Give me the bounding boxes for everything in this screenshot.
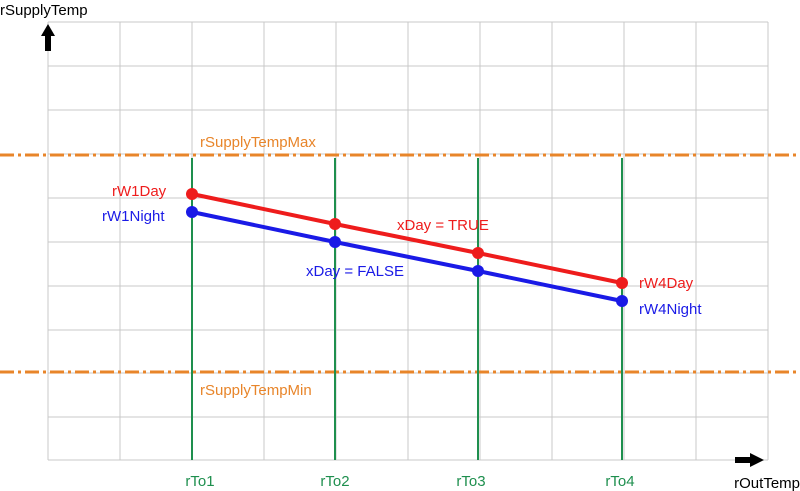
- grid: [47, 21, 769, 461]
- tick-label-rto2: rTo2: [320, 473, 349, 490]
- out-temp-verticals: [191, 158, 623, 460]
- day-start-label: rW1Day: [112, 183, 167, 200]
- day-curve-points: [186, 188, 628, 289]
- x-axis-arrow-icon: [735, 453, 764, 467]
- supply-temp-min-label: rSupplyTempMin: [200, 382, 312, 399]
- night-point-3: [472, 265, 484, 277]
- night-condition-label: xDay = FALSE: [306, 263, 404, 280]
- y-axis-arrow-icon: [41, 24, 55, 51]
- day-point-1: [186, 188, 198, 200]
- day-point-4: [616, 277, 628, 289]
- night-point-1: [186, 206, 198, 218]
- night-end-label: rW4Night: [639, 301, 702, 318]
- x-axis-label: rOutTemp: [734, 475, 800, 491]
- day-end-label: rW4Day: [639, 275, 694, 292]
- night-curve-points: [186, 206, 628, 307]
- day-point-3: [472, 247, 484, 259]
- day-condition-label: xDay = TRUE: [397, 217, 489, 234]
- day-curve-line: [191, 192, 623, 285]
- night-point-4: [616, 295, 628, 307]
- tick-label-rto1: rTo1: [185, 473, 214, 490]
- night-start-label: rW1Night: [102, 208, 165, 225]
- tick-label-rto3: rTo3: [456, 473, 485, 490]
- supply-temp-max-label: rSupplyTempMax: [200, 134, 316, 151]
- tick-label-rto4: rTo4: [605, 473, 634, 490]
- night-point-2: [329, 236, 341, 248]
- night-curve-line: [191, 210, 623, 303]
- day-point-2: [329, 218, 341, 230]
- y-axis-label: rSupplyTemp: [0, 2, 88, 19]
